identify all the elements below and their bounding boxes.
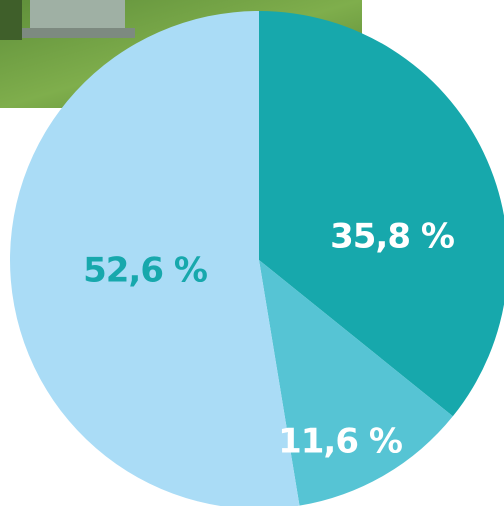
page: {"chart_data": {"type": "pie", "categori… (0, 0, 504, 506)
pie: 35,8 % 11,6 % 52,6 % (10, 11, 504, 506)
data-label: 52,6 % (83, 251, 207, 291)
data-label: 35,8 % (330, 217, 454, 257)
data-label: 11,6 % (278, 422, 402, 462)
chart: 35,8 % 11,6 % 52,6 % (0, 0, 504, 506)
